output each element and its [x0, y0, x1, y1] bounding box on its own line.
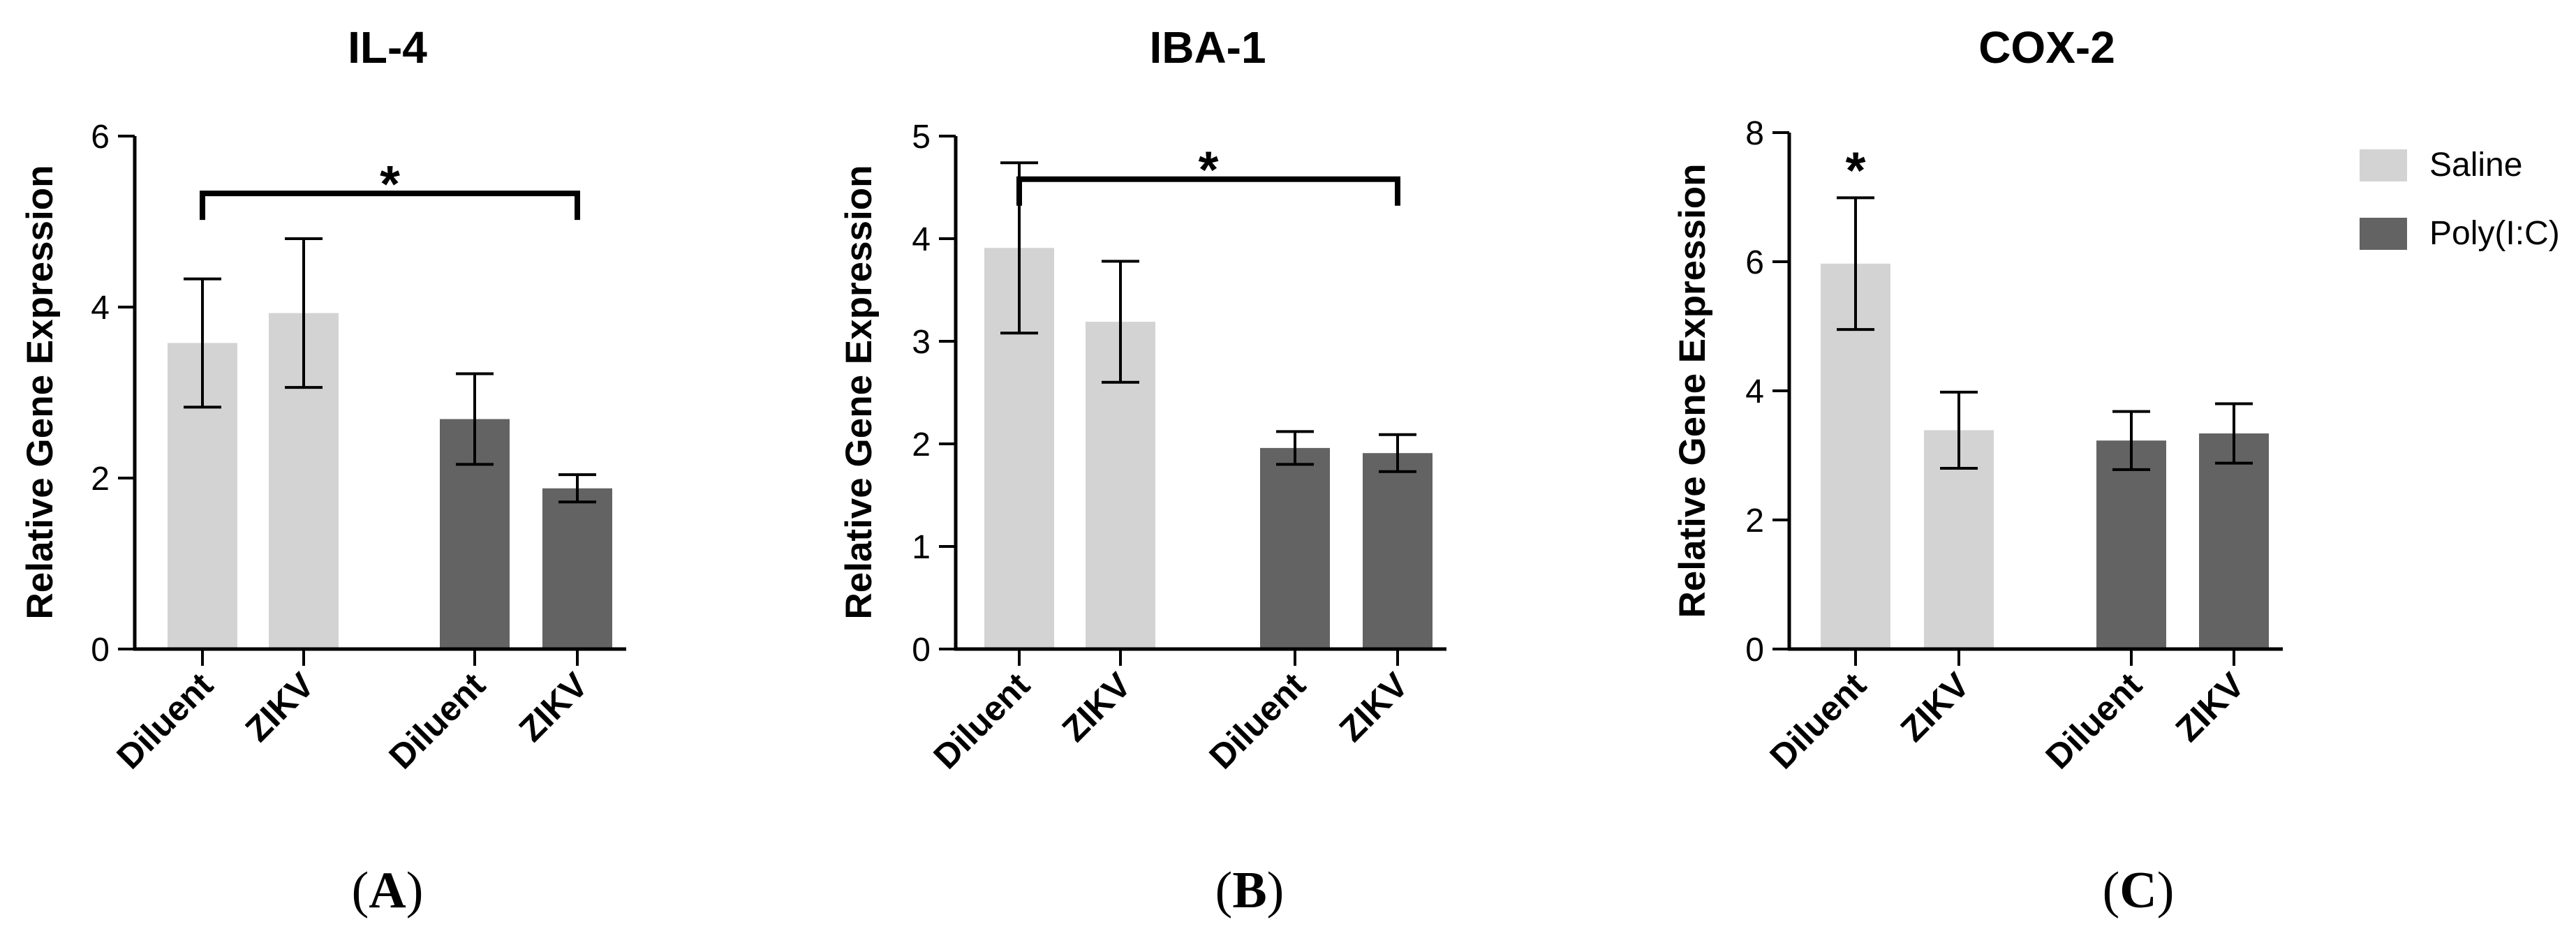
- error-bar: [285, 237, 323, 389]
- legend-swatch-polyic: [2360, 218, 2407, 250]
- bar-polyic-diluent: [1260, 447, 1330, 649]
- significance-star: *: [1199, 141, 1219, 199]
- x-category-label: Diluent: [926, 665, 1037, 777]
- chart-panel-cox-2: COX-2 Relative Gene Expression 0 2 4 6 8 Diluen…: [1672, 22, 2283, 919]
- panel-letter-open-paren: (: [2103, 862, 2120, 919]
- y-tick-label: 4: [1745, 373, 1764, 410]
- chart-title: IBA-1: [1149, 22, 1266, 73]
- panel-letter-text: C: [2119, 862, 2156, 919]
- bar-polyic-zikv: [2199, 433, 2269, 649]
- panel-letter-close-paren: ): [406, 862, 424, 919]
- panel-letter: (B): [1215, 862, 1285, 919]
- x-category-label: ZIKV: [512, 665, 596, 750]
- y-tick-label: 2: [91, 461, 110, 498]
- x-category-label: Diluent: [2038, 665, 2149, 777]
- significance-star: *: [380, 155, 400, 213]
- x-category-label: Diluent: [1201, 665, 1313, 777]
- error-bar: [558, 473, 596, 504]
- y-axis-label: Relative Gene Expression: [838, 165, 880, 619]
- y-tick-label: 8: [1745, 115, 1764, 152]
- y-tick-label: 4: [912, 221, 931, 258]
- error-bar: [1837, 196, 1874, 332]
- chart-panel-iba-1: IBA-1 Relative Gene Expression 0 1 2 3 4 5 Dilue…: [838, 22, 1446, 919]
- chart-title: COX-2: [1978, 22, 2115, 73]
- panel-letter-close-paren: ): [2157, 862, 2175, 919]
- x-category-label: Diluent: [381, 665, 493, 777]
- y-axis-label: Relative Gene Expression: [1672, 163, 1713, 618]
- y-tick-label: 5: [912, 119, 931, 156]
- error-bar: [1102, 260, 1139, 384]
- chart-title: IL-4: [348, 22, 427, 73]
- legend-label-saline: Saline: [2429, 147, 2522, 184]
- legend-swatch-saline: [2360, 149, 2407, 181]
- y-tick-label: 0: [91, 632, 110, 669]
- y-tick-label: 6: [91, 119, 110, 156]
- bar-polyic-zikv: [1363, 453, 1433, 649]
- x-category-label: ZIKV: [2168, 665, 2253, 750]
- y-tick-label: 1: [912, 529, 931, 566]
- significance-bracket: [200, 191, 580, 221]
- error-bar: [1379, 433, 1416, 473]
- y-axis-label: Relative Gene Expression: [20, 165, 61, 619]
- y-tick-label: 6: [1745, 244, 1764, 281]
- panel-letter: (C): [2103, 862, 2175, 919]
- y-tick-label: 3: [912, 324, 931, 361]
- x-category-label: ZIKV: [1055, 665, 1139, 750]
- error-bar: [2215, 402, 2253, 465]
- significance-bracket: [1016, 176, 1400, 206]
- y-tick-label: 4: [91, 290, 110, 327]
- legend: Saline Poly(I:C): [2360, 147, 2560, 252]
- x-category-label: ZIKV: [238, 665, 323, 750]
- y-tick-label: 2: [912, 426, 931, 463]
- significance-star: *: [1846, 141, 1866, 199]
- error-bar: [456, 372, 494, 466]
- y-tick-label: 0: [912, 632, 931, 669]
- panel-letter: (A): [352, 862, 424, 919]
- bar-polyic-diluent: [2096, 440, 2166, 649]
- y-tick-label: 2: [1745, 502, 1764, 539]
- error-bar: [1940, 390, 1978, 470]
- panel-letter-open-paren: (: [352, 862, 369, 919]
- y-tick-label: 0: [1745, 632, 1764, 669]
- legend-label-polyic: Poly(I:C): [2429, 215, 2560, 252]
- panel-letter-close-paren: ): [1267, 862, 1285, 919]
- panel-letter-open-paren: (: [1215, 862, 1233, 919]
- x-category-label: Diluent: [109, 665, 221, 777]
- bar-polyic-zikv: [542, 488, 612, 649]
- x-category-label: Diluent: [1762, 665, 1874, 777]
- panel-letter-text: A: [369, 862, 406, 919]
- panel-letter-text: B: [1232, 862, 1266, 919]
- x-category-label: ZIKV: [1893, 665, 1978, 750]
- error-bar: [1276, 430, 1314, 466]
- error-bar: [2112, 410, 2150, 471]
- error-bar: [184, 277, 221, 409]
- x-category-label: ZIKV: [1332, 665, 1416, 750]
